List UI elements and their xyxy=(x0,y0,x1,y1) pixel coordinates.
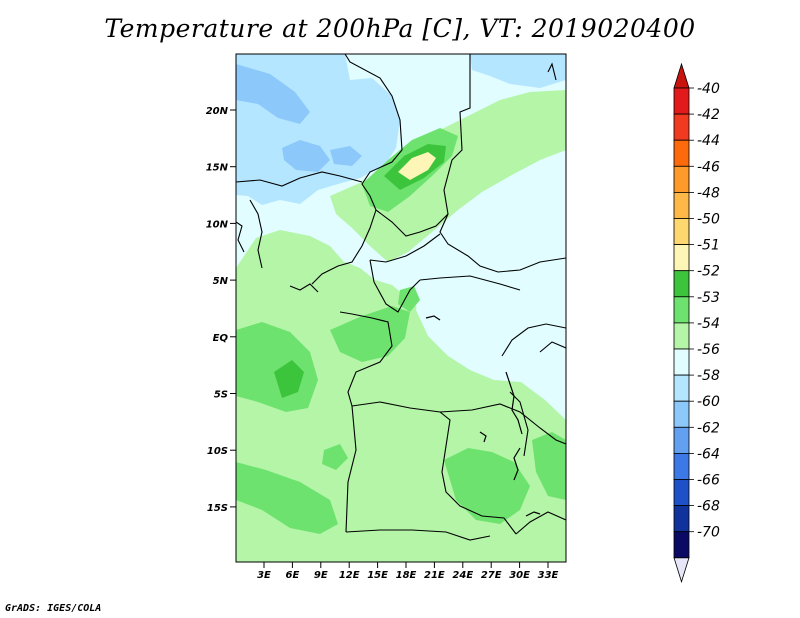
lon-label: 15E xyxy=(367,570,388,581)
field-blue-northeast xyxy=(470,54,566,88)
colorbar-box xyxy=(673,322,690,350)
colorbar-label: -54 xyxy=(697,316,720,332)
lakes xyxy=(425,315,541,517)
field-cyan-east xyxy=(416,270,566,382)
lon-label: 6E xyxy=(286,570,300,581)
map-frame xyxy=(235,53,567,563)
colorbar-label: -68 xyxy=(697,499,720,515)
colorbar-box xyxy=(673,531,690,559)
colorbar-box xyxy=(673,191,690,219)
colorbar-box xyxy=(673,87,690,115)
lon-label: 24E xyxy=(452,570,473,581)
colorbar-box xyxy=(673,244,690,272)
colorbar-box xyxy=(673,218,690,246)
lon-label: 9E xyxy=(314,570,328,581)
lat-label: 10S xyxy=(207,446,228,457)
colorbar-label: -51 xyxy=(697,238,720,254)
colorbar-box xyxy=(673,270,690,298)
field-green-southeast xyxy=(444,448,530,524)
colorbar-box xyxy=(673,505,690,533)
lat-label: 15N xyxy=(206,163,229,174)
colorbar-label: -46 xyxy=(697,159,720,175)
colorbar-label: -42 xyxy=(697,107,720,123)
field-green-southwest xyxy=(236,462,338,534)
colorbar-box xyxy=(673,139,690,167)
field-midblue-3 xyxy=(330,146,362,166)
colorbar-box xyxy=(673,165,690,193)
colorbar-bottom-arrow xyxy=(673,557,690,584)
colorbar-label: -62 xyxy=(697,420,720,436)
temperature-field xyxy=(236,54,566,562)
colorbar-top-arrow xyxy=(673,62,690,89)
colorbar-label: -66 xyxy=(697,473,720,489)
field-midblue-2 xyxy=(282,140,330,172)
lon-label: 3E xyxy=(257,570,271,581)
colorbar-label: -58 xyxy=(697,368,720,384)
colorbar-label: -48 xyxy=(697,185,720,201)
field-green-small-2 xyxy=(398,286,420,312)
field-yellow-core xyxy=(398,152,436,180)
colorbar-label: -60 xyxy=(697,394,720,410)
lon-label: 18E xyxy=(396,570,417,581)
field-green-small-1 xyxy=(322,444,348,470)
lon-label: 33E xyxy=(538,570,559,581)
longitude-axis: 3E 6E 9E 12E 15E 18E 21E 24E 27E 30E 33E xyxy=(257,562,559,581)
colorbar-label: -64 xyxy=(697,446,720,462)
latitude-axis: 20N 15N 10N 5N EQ 5S 10S 15S xyxy=(206,106,236,514)
colorbar-label: -70 xyxy=(697,525,720,541)
colorbar-box xyxy=(673,479,690,507)
colorbar-box xyxy=(673,452,690,480)
lat-label: 15S xyxy=(207,503,228,514)
lon-label: 30E xyxy=(509,570,530,581)
colorbar: -40 -42 -44 -46 -48 -50 -51 -52 -53 -54 -56 -58 -60 -… xyxy=(673,62,720,584)
colorbar-box xyxy=(673,374,690,402)
field-green-west-tongue xyxy=(236,230,344,286)
colorbar-label: -44 xyxy=(697,133,720,149)
colorbar-label: -53 xyxy=(697,290,720,306)
colorbar-box xyxy=(673,113,690,141)
colorbar-label: -52 xyxy=(697,264,720,280)
footer-credit: GrADS: IGES/COLA xyxy=(5,603,102,614)
field-darkgreen-west-coast xyxy=(274,360,304,398)
colorbar-box xyxy=(673,400,690,428)
lon-label: 27E xyxy=(481,570,502,581)
lon-label: 21E xyxy=(424,570,445,581)
country-borders xyxy=(236,54,566,541)
lat-label: 5N xyxy=(213,276,229,287)
colorbar-box xyxy=(673,426,690,454)
colorbar-box xyxy=(673,348,690,376)
lon-label: 12E xyxy=(339,570,360,581)
lat-label: 10N xyxy=(206,219,229,230)
colorbar-label: -40 xyxy=(697,81,720,97)
colorbar-label: -56 xyxy=(697,342,720,358)
lat-label: 20N xyxy=(206,106,229,117)
field-midblue-1 xyxy=(236,64,310,124)
colorbar-box xyxy=(673,296,690,324)
lat-label: EQ xyxy=(213,333,229,344)
colorbar-label: -50 xyxy=(697,212,720,228)
lat-label: 5S xyxy=(214,390,228,401)
field-green-east xyxy=(532,432,566,500)
chart-title: Temperature at 200hPa [C], VT: 201902040… xyxy=(104,14,696,43)
